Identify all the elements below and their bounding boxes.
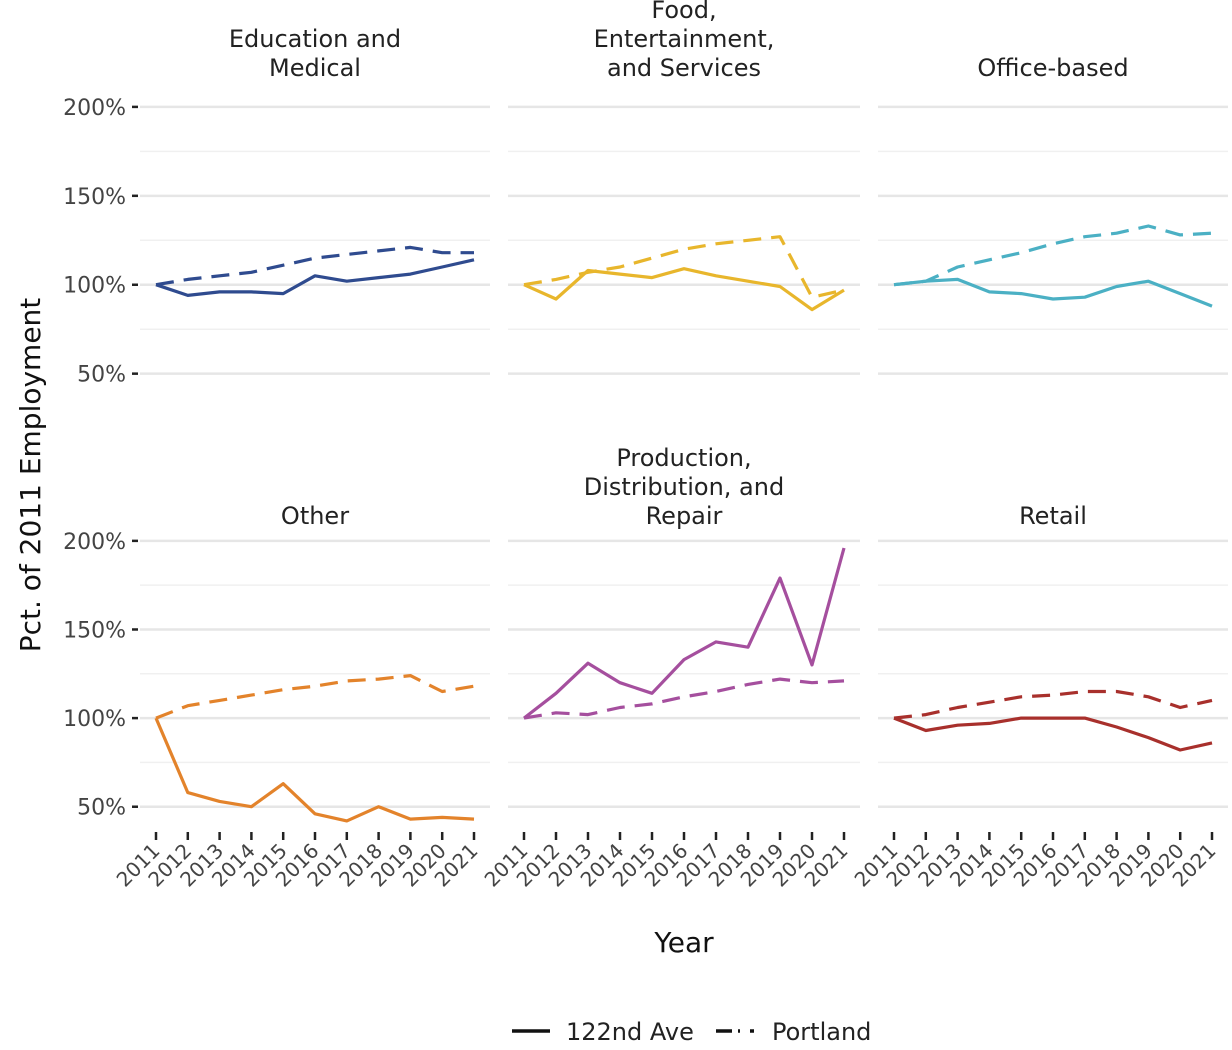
series-line-portland: [523, 235, 845, 299]
panel-3: Other50%100%150%200%20112012201320142015…: [63, 502, 490, 892]
panel-title-line: Retail: [1019, 502, 1087, 530]
panel-title-line: Medical: [269, 54, 361, 82]
x-axis-title: Year: [653, 926, 714, 959]
panel-title-line: Distribution, and: [584, 473, 784, 501]
panel-title-line: and Services: [607, 54, 761, 82]
panel-title-line: Repair: [646, 502, 723, 530]
panel-5: Retail2011201220132014201520162017201820…: [850, 502, 1228, 892]
y-tick-label: 150%: [63, 185, 126, 210]
panel-2: Office-based: [878, 54, 1228, 375]
series-line-portland: [523, 677, 845, 720]
y-axis-title: Pct. of 2011 Employment: [14, 298, 47, 653]
y-tick-label: 50%: [77, 363, 126, 388]
legend: 122nd Ave Portland: [512, 1018, 871, 1046]
series-line-122nd-ave: [154, 717, 475, 823]
series-line-122nd-ave: [893, 277, 1213, 308]
y-tick-label: 200%: [63, 96, 126, 121]
panel-title-line: Education and: [229, 25, 401, 53]
legend-label-portland: Portland: [772, 1018, 871, 1046]
series-line-122nd-ave: [155, 258, 475, 297]
series-line-122nd-ave: [893, 716, 1213, 752]
y-tick-label: 200%: [63, 530, 126, 555]
series-line-122nd-ave: [523, 267, 845, 312]
series-line-portland: [893, 689, 1213, 720]
panel-title-line: Entertainment,: [594, 25, 775, 53]
y-tick-label: 50%: [77, 796, 126, 821]
panel-title-line: Other: [281, 502, 349, 530]
y-tick-label: 100%: [63, 707, 126, 732]
series-line-portland: [155, 245, 474, 287]
panel-1: Food,Entertainment,and Services: [508, 0, 860, 375]
series-line-portland: [893, 224, 1213, 287]
y-tick-label: 100%: [63, 274, 126, 299]
panel-title-line: Production,: [616, 444, 751, 472]
panel-4: Production,Distribution, andRepair201120…: [480, 444, 860, 892]
series-line-portland: [155, 673, 475, 720]
panel-title-line: Food,: [651, 0, 716, 24]
y-tick-label: 150%: [63, 618, 126, 643]
legend-label-122nd-ave: 122nd Ave: [566, 1018, 694, 1046]
panel-title-line: Office-based: [977, 54, 1128, 82]
series-line-122nd-ave: [523, 547, 846, 720]
